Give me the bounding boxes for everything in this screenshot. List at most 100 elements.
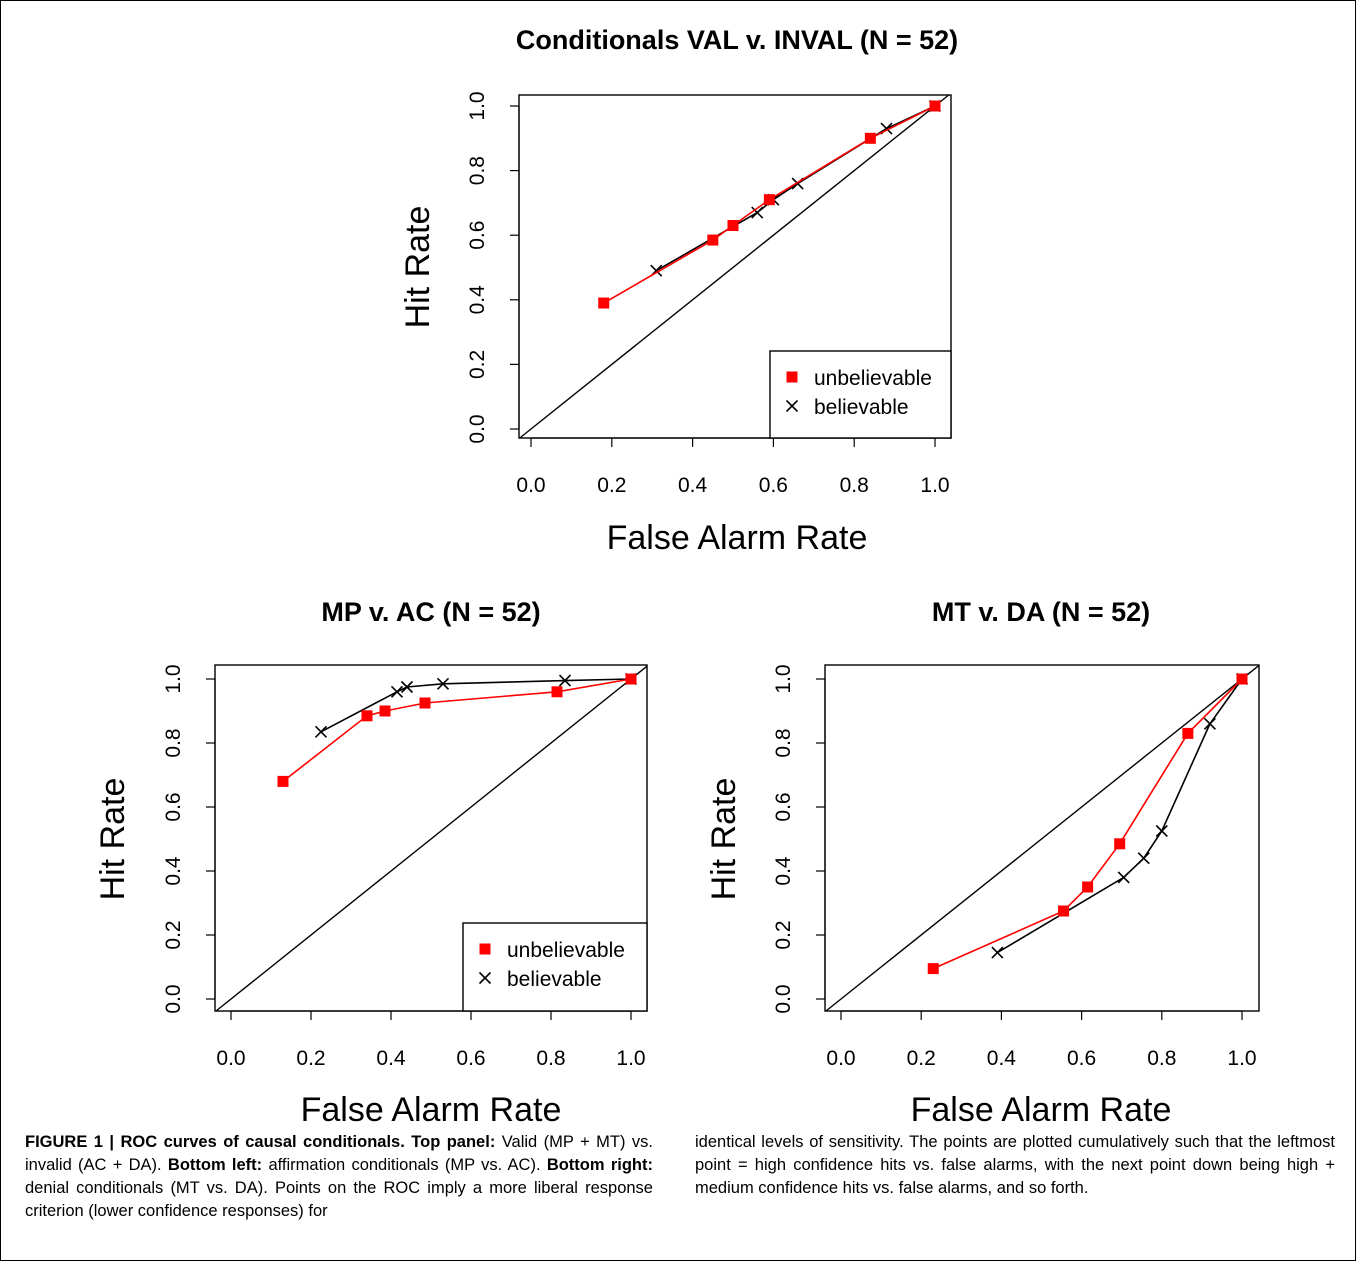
y-tick-label: 0.4 xyxy=(162,856,185,886)
y-tick-label: 0.6 xyxy=(162,792,185,821)
data-point-unbelievable xyxy=(864,132,876,144)
x-tick-label: 0.8 xyxy=(1147,1047,1176,1070)
data-point-unbelievable xyxy=(625,673,637,685)
data-point-believable xyxy=(1117,871,1130,884)
x-axis-label: False Alarm Rate xyxy=(301,1091,562,1126)
y-tick-label: 0.0 xyxy=(772,984,795,1013)
data-point-unbelievable xyxy=(707,234,719,246)
data-point-believable xyxy=(991,946,1004,959)
y-tick-label: 0.8 xyxy=(162,728,185,757)
data-point-believable xyxy=(400,680,414,694)
y-tick-label: 1.0 xyxy=(162,664,185,693)
y-tick-label: 0.6 xyxy=(466,221,489,250)
y-tick-label: 0.2 xyxy=(772,920,795,949)
x-tick-label: 0.6 xyxy=(456,1047,485,1070)
caption-top-head: Top panel: xyxy=(411,1133,496,1151)
y-tick-label: 0.4 xyxy=(772,856,795,886)
legend-marker-believable xyxy=(478,971,492,985)
series-line-believable xyxy=(996,678,1243,954)
data-point-believable xyxy=(751,206,764,219)
data-point-unbelievable xyxy=(598,297,610,309)
y-tick-label: 0.0 xyxy=(162,984,185,1013)
data-point-unbelievable xyxy=(929,100,941,112)
legend-marker-unbelievable xyxy=(479,943,491,955)
caption-left-column: FIGURE 1 | ROC curves of causal conditio… xyxy=(25,1131,653,1223)
legend-box xyxy=(769,350,952,439)
data-point-believable xyxy=(314,725,328,738)
y-tick-label: 0.2 xyxy=(466,350,489,379)
x-tick-label: 0.4 xyxy=(376,1047,406,1070)
caption-bl-head: Bottom left: xyxy=(167,1156,263,1174)
x-tick-label: 1.0 xyxy=(1227,1047,1256,1070)
y-tick-label: 0.8 xyxy=(772,728,795,757)
x-tick-label: 0.2 xyxy=(296,1047,325,1070)
legend: unbelievable believable xyxy=(769,350,952,439)
x-tick-label: 0.6 xyxy=(1067,1047,1096,1070)
legend-label-unbelievable: unbelievable xyxy=(814,367,932,390)
y-tick-label: 0.6 xyxy=(772,792,795,821)
roc-panel-1: Conditionals VAL v. INVAL (N = 52) 0.0 0.2… xyxy=(399,25,958,557)
data-point-believable xyxy=(1137,852,1150,865)
y-axis-label: Hit Rate xyxy=(94,778,132,901)
chart-title: MP v. AC (N = 52) xyxy=(321,597,540,627)
series-line-unbelievable xyxy=(603,105,936,304)
data-point-believable xyxy=(390,685,404,698)
data-point-unbelievable xyxy=(1082,881,1094,893)
roc-figure: Conditionals VAL v. INVAL (N = 52) 0.0 0.2… xyxy=(94,25,1260,1129)
x-tick-label: 0.0 xyxy=(216,1047,245,1070)
legend-label-believable: believable xyxy=(814,396,909,419)
caption-top-text: Valid (MP + MT) vs. invalid (AC + DA). xyxy=(25,1133,653,1174)
x-tick-label: 1.0 xyxy=(920,474,949,497)
series-line-unbelievable xyxy=(932,678,1243,970)
chance-diagonal xyxy=(825,664,1260,1012)
y-tick-label: 0.2 xyxy=(162,920,185,949)
y-tick-label: 0.8 xyxy=(466,156,489,185)
data-point-believable xyxy=(1203,717,1216,730)
y-tick-label: 0.0 xyxy=(466,414,489,443)
data-point-unbelievable xyxy=(1114,838,1126,850)
legend-marker-believable xyxy=(785,399,799,413)
series-line-believable xyxy=(320,678,632,733)
data-point-unbelievable xyxy=(727,220,739,232)
data-point-unbelievable xyxy=(1182,727,1194,739)
x-tick-label: 0.0 xyxy=(516,474,545,497)
roc-panel-2: MP v. AC (N = 52) 0.0 0.2 0.4 0.6 0.8 1.0 0.0 0.… xyxy=(94,597,648,1129)
x-tick-label: 1.0 xyxy=(616,1047,645,1070)
y-axis-label: Hit Rate xyxy=(705,778,743,901)
data-point-unbelievable xyxy=(551,686,563,698)
data-point-unbelievable xyxy=(419,697,431,709)
series-line-unbelievable xyxy=(282,678,632,783)
data-point-unbelievable xyxy=(927,963,939,975)
chance-diagonal xyxy=(215,665,648,1012)
y-tick-label: 0.4 xyxy=(466,285,489,315)
x-tick-label: 0.4 xyxy=(987,1047,1017,1070)
data-point-believable xyxy=(1155,824,1168,838)
data-point-unbelievable xyxy=(1058,905,1070,917)
caption-br-head: Bottom right: xyxy=(546,1156,653,1174)
caption-bl-text: affirmation conditionals (MP vs. AC). xyxy=(268,1156,541,1174)
x-tick-label: 0.2 xyxy=(907,1047,936,1070)
x-tick-label: 0.2 xyxy=(597,474,626,497)
data-point-unbelievable xyxy=(277,775,289,787)
roc-panel-3: MT v. DA (N = 52) 0.0 0.2 0.4 0.6 0.8 1.0 0.0 0.… xyxy=(705,597,1260,1129)
caption-label: FIGURE 1 | ROC curves of causal conditio… xyxy=(25,1133,405,1151)
chance-diagonal xyxy=(519,94,950,439)
caption-right-column: identical levels of sensitivity. The poi… xyxy=(695,1133,1335,1197)
legend-marker-unbelievable xyxy=(786,371,798,383)
y-tick-label: 1.0 xyxy=(466,91,489,120)
legend-box xyxy=(462,922,648,1012)
legend: unbelievable believable xyxy=(462,922,648,1012)
x-tick-label: 0.6 xyxy=(759,474,788,497)
x-tick-label: 0.8 xyxy=(536,1047,565,1070)
data-point-unbelievable xyxy=(1236,673,1248,685)
chart-title: Conditionals VAL v. INVAL (N = 52) xyxy=(516,25,958,55)
x-axis-label: False Alarm Rate xyxy=(911,1091,1172,1126)
x-tick-label: 0.0 xyxy=(826,1047,855,1070)
figure-caption: FIGURE 1 | ROC curves of causal conditio… xyxy=(25,1131,1335,1257)
data-point-unbelievable xyxy=(763,194,775,206)
data-point-believable xyxy=(436,677,450,690)
data-point-unbelievable xyxy=(379,705,391,717)
caption-br-text: denial conditionals (MT vs. DA). Points … xyxy=(25,1179,653,1220)
x-tick-label: 0.8 xyxy=(840,474,869,497)
